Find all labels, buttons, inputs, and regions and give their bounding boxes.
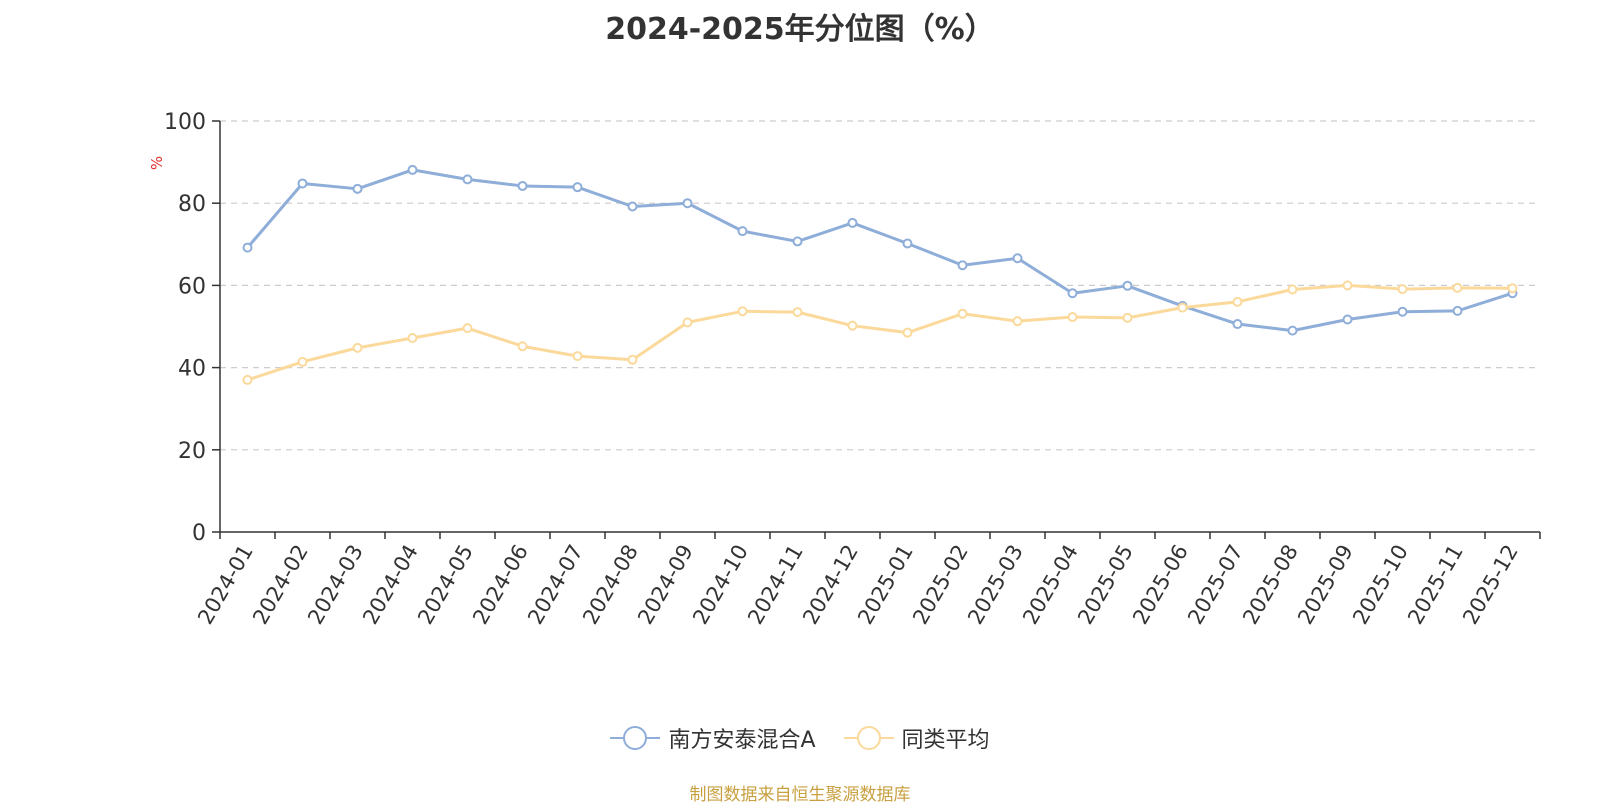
y-axis-label: % [148,156,166,170]
data-point [297,178,308,189]
y-tick-label: 60 [178,274,206,299]
data-point [1012,316,1023,327]
data-point [1397,306,1408,317]
data-point [352,342,363,353]
legend-marker-icon [610,726,661,750]
data-point [1452,305,1463,316]
data-point [1287,284,1298,295]
legend-label: 南方安泰混合A [668,728,816,753]
data-point [1397,284,1408,295]
data-point [792,307,803,318]
data-point [957,308,968,319]
legend-label: 同类平均 [901,728,990,753]
data-point [1122,312,1133,323]
y-tick-label: 0 [192,521,206,546]
legend-item-series-1[interactable]: 南方安泰混合A [610,722,816,754]
data-point [1067,288,1078,299]
source-note: 制图数据来自恒生聚源数据库 [689,785,911,805]
series-1 [242,164,1518,336]
data-point [847,217,858,228]
data-point [902,327,913,338]
data-point [242,374,253,385]
data-point [517,180,528,191]
data-point [792,236,803,247]
data-point [1342,280,1353,291]
y-tick-label: 80 [178,192,206,217]
data-point [1452,282,1463,293]
legend-marker-icon [843,726,894,750]
data-point [1177,302,1188,313]
data-point [1232,296,1243,307]
data-point [407,333,418,344]
data-point [517,341,528,352]
data-point [1342,314,1353,325]
data-point [1287,325,1298,336]
data-point [1507,283,1518,294]
data-point [462,323,473,334]
data-point [682,198,693,209]
data-point [572,182,583,193]
data-point [902,238,913,249]
data-point [627,201,638,212]
data-point [737,226,748,237]
data-point [737,306,748,317]
series-line [246,168,1513,333]
data-point [407,164,418,175]
data-point [1122,280,1133,291]
x-tick-label: 2025-12 [1458,541,1523,629]
y-tick-label: 20 [178,439,206,464]
data-point [957,260,968,271]
data-point [1067,312,1078,323]
data-point [242,242,253,253]
data-point [297,356,308,367]
chart-title: 2024-2025年分位图（%） [605,12,995,47]
data-point [682,317,693,328]
y-tick-label: 100 [164,110,206,135]
data-point [1232,319,1243,330]
legend-item-series-2[interactable]: 同类平均 [843,722,990,754]
data-point [847,320,858,331]
data-point [462,174,473,185]
series-2 [242,280,1518,385]
data-point [627,354,638,365]
series-line [247,283,1513,382]
legend: 南方安泰混合A 同类平均 [0,722,1600,754]
data-point [572,351,583,362]
data-point [352,183,363,194]
y-tick-label: 40 [178,357,206,382]
data-point [1012,253,1023,264]
